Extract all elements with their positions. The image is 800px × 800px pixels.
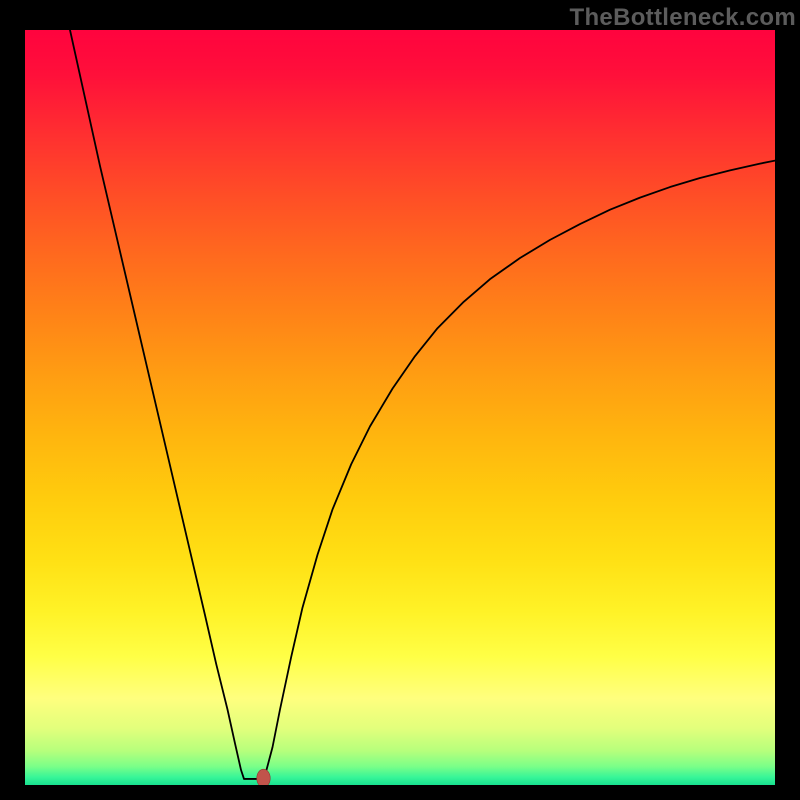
watermark-text: TheBottleneck.com: [570, 4, 796, 32]
chart-plot-area: [25, 30, 775, 785]
chart-background: [25, 30, 775, 785]
bottleneck-chart: [25, 30, 775, 785]
optimal-point-marker: [257, 769, 271, 785]
